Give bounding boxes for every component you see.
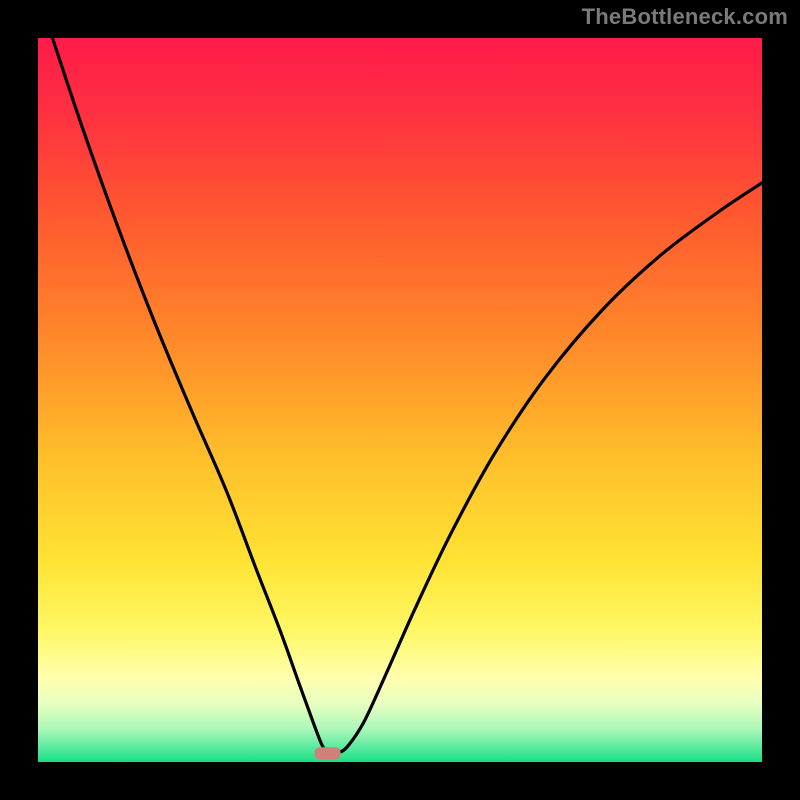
- bottleneck-chart-svg: [0, 0, 800, 800]
- optimal-point-marker: [315, 747, 341, 759]
- chart-background-gradient: [38, 38, 762, 762]
- chart-stage: TheBottleneck.com: [0, 0, 800, 800]
